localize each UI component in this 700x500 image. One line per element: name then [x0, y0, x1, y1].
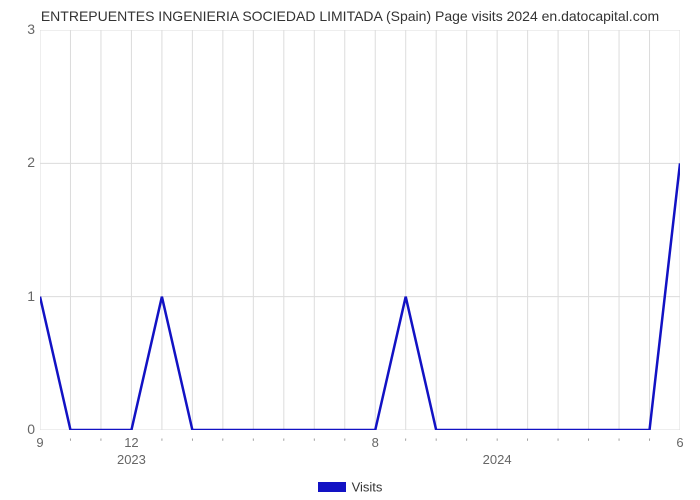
plot-area: [40, 30, 680, 430]
x-tick-minor-mark: ': [618, 437, 620, 449]
x-tick-label: 8: [372, 435, 379, 450]
chart-svg: [40, 30, 680, 430]
x-tick-minor-mark: ': [435, 437, 437, 449]
x-tick-label: 9: [36, 435, 43, 450]
legend: Visits: [0, 478, 700, 496]
x-tick-minor-mark: ': [527, 437, 529, 449]
x-tick-label: 6: [676, 435, 683, 450]
x-tick-minor-mark: ': [496, 437, 498, 449]
y-tick-label: 1: [5, 288, 35, 304]
x-tick-minor-mark: ': [222, 437, 224, 449]
x-tick-minor-mark: ': [283, 437, 285, 449]
x-tick-minor-mark: ': [313, 437, 315, 449]
x-tick-minor-mark: ': [69, 437, 71, 449]
x-tick-minor-mark: ': [648, 437, 650, 449]
x-tick-minor-mark: ': [557, 437, 559, 449]
x-tick-minor-mark: ': [161, 437, 163, 449]
x-tick-minor-mark: ': [344, 437, 346, 449]
x-tick-label: 12: [124, 435, 138, 450]
x-tick-minor-mark: ': [191, 437, 193, 449]
chart-title: ENTREPUENTES INGENIERIA SOCIEDAD LIMITAD…: [0, 8, 700, 24]
legend-swatch: [318, 482, 346, 492]
y-tick-label: 2: [5, 154, 35, 170]
x-tick-minor-mark: ': [252, 437, 254, 449]
x-tick-minor-mark: ': [405, 437, 407, 449]
x-tick-minor-mark: ': [466, 437, 468, 449]
x-tick-minor-mark: ': [100, 437, 102, 449]
y-tick-label: 3: [5, 21, 35, 37]
y-tick-label: 0: [5, 421, 35, 437]
legend-label: Visits: [352, 479, 383, 494]
x-tick-year-label: 2024: [483, 452, 512, 467]
x-tick-minor-mark: ': [588, 437, 590, 449]
x-tick-year-label: 2023: [117, 452, 146, 467]
